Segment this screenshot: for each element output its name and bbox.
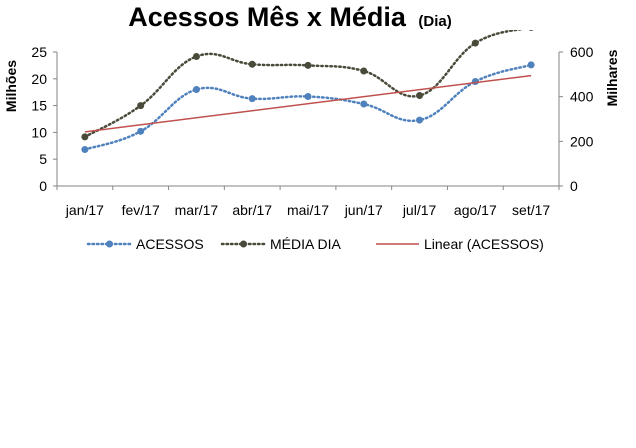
x-tick-label: set/17 bbox=[512, 202, 550, 218]
trendline bbox=[84, 74, 532, 133]
x-tick-label: abr/17 bbox=[232, 202, 272, 218]
x-tick-label: jan/17 bbox=[65, 202, 104, 218]
data-point bbox=[137, 102, 145, 110]
data-point bbox=[360, 100, 368, 108]
right-tick-label: 0 bbox=[570, 178, 578, 194]
data-point bbox=[471, 77, 479, 85]
chart-title: Acessos Mês x Média (Dia) bbox=[128, 2, 451, 32]
left-tick-label: 15 bbox=[31, 98, 47, 114]
data-point bbox=[527, 61, 535, 69]
data-point bbox=[416, 92, 424, 100]
data-point bbox=[471, 39, 479, 47]
series-2 bbox=[81, 30, 534, 141]
data-point bbox=[192, 52, 200, 60]
series-1 bbox=[81, 61, 535, 154]
legend-label: ACESSOS bbox=[136, 236, 204, 252]
left-tick-label: 25 bbox=[31, 44, 47, 60]
chart-title-main: Acessos Mês x Média bbox=[128, 2, 407, 32]
legend-label: Linear (ACESSOS) bbox=[424, 236, 544, 252]
legend-item: Linear (ACESSOS) bbox=[376, 236, 544, 252]
right-tick-label: 600 bbox=[570, 44, 594, 60]
chart-subtitle: (Dia) bbox=[418, 13, 451, 30]
x-tick-label: mai/17 bbox=[287, 202, 329, 218]
legend-label: MÉDIA DIA bbox=[270, 236, 341, 252]
data-point bbox=[248, 95, 256, 103]
x-tick-label: jun/17 bbox=[344, 202, 383, 218]
data-point bbox=[416, 116, 424, 124]
right-tick-label: 200 bbox=[570, 133, 594, 149]
data-point bbox=[304, 61, 312, 69]
x-tick-label: fev/17 bbox=[122, 202, 160, 218]
left-tick-label: 20 bbox=[31, 71, 47, 87]
legend-marker bbox=[240, 240, 247, 248]
data-point bbox=[528, 30, 534, 31]
svg-text:Acessos Mês x Média (Dia: Acessos Mês x Média (Dia) bbox=[128, 2, 451, 32]
legend-item: MÉDIA DIA bbox=[220, 236, 341, 252]
x-tick-label: jul/17 bbox=[402, 202, 437, 218]
x-axis-ticks: jan/17 fev/17 mar/17 abr/17 mai/17 jun/17 jul/… bbox=[56, 186, 560, 218]
series-3 bbox=[84, 74, 532, 133]
data-point bbox=[81, 146, 89, 154]
data-point bbox=[304, 92, 312, 100]
left-tick-label: 10 bbox=[31, 124, 47, 140]
x-tick-label: mar/17 bbox=[175, 202, 219, 218]
left-tick-label: 0 bbox=[39, 178, 47, 194]
series-layer bbox=[81, 30, 535, 154]
left-axis-ticks: 0 5 10 15 20 25 bbox=[31, 44, 57, 194]
legend: ACESSOS MÉDIA DIA Linear (ACESSOS) bbox=[86, 236, 544, 252]
data-point bbox=[248, 60, 256, 68]
x-tick-label: ago/17 bbox=[454, 202, 497, 218]
left-axis-label: Milhões bbox=[3, 60, 19, 112]
right-axis-label: Milhares bbox=[604, 49, 620, 106]
legend-item: ACESSOS bbox=[86, 236, 204, 252]
right-tick-label: 400 bbox=[570, 89, 594, 105]
data-point bbox=[360, 67, 368, 75]
data-point bbox=[137, 127, 145, 135]
series-line bbox=[83, 63, 533, 151]
data-point bbox=[81, 133, 89, 141]
series-line bbox=[83, 30, 525, 139]
data-point bbox=[192, 86, 200, 94]
legend-marker bbox=[106, 240, 113, 248]
left-tick-label: 5 bbox=[39, 151, 47, 167]
right-axis-ticks: 0 200 400 600 bbox=[559, 44, 594, 194]
